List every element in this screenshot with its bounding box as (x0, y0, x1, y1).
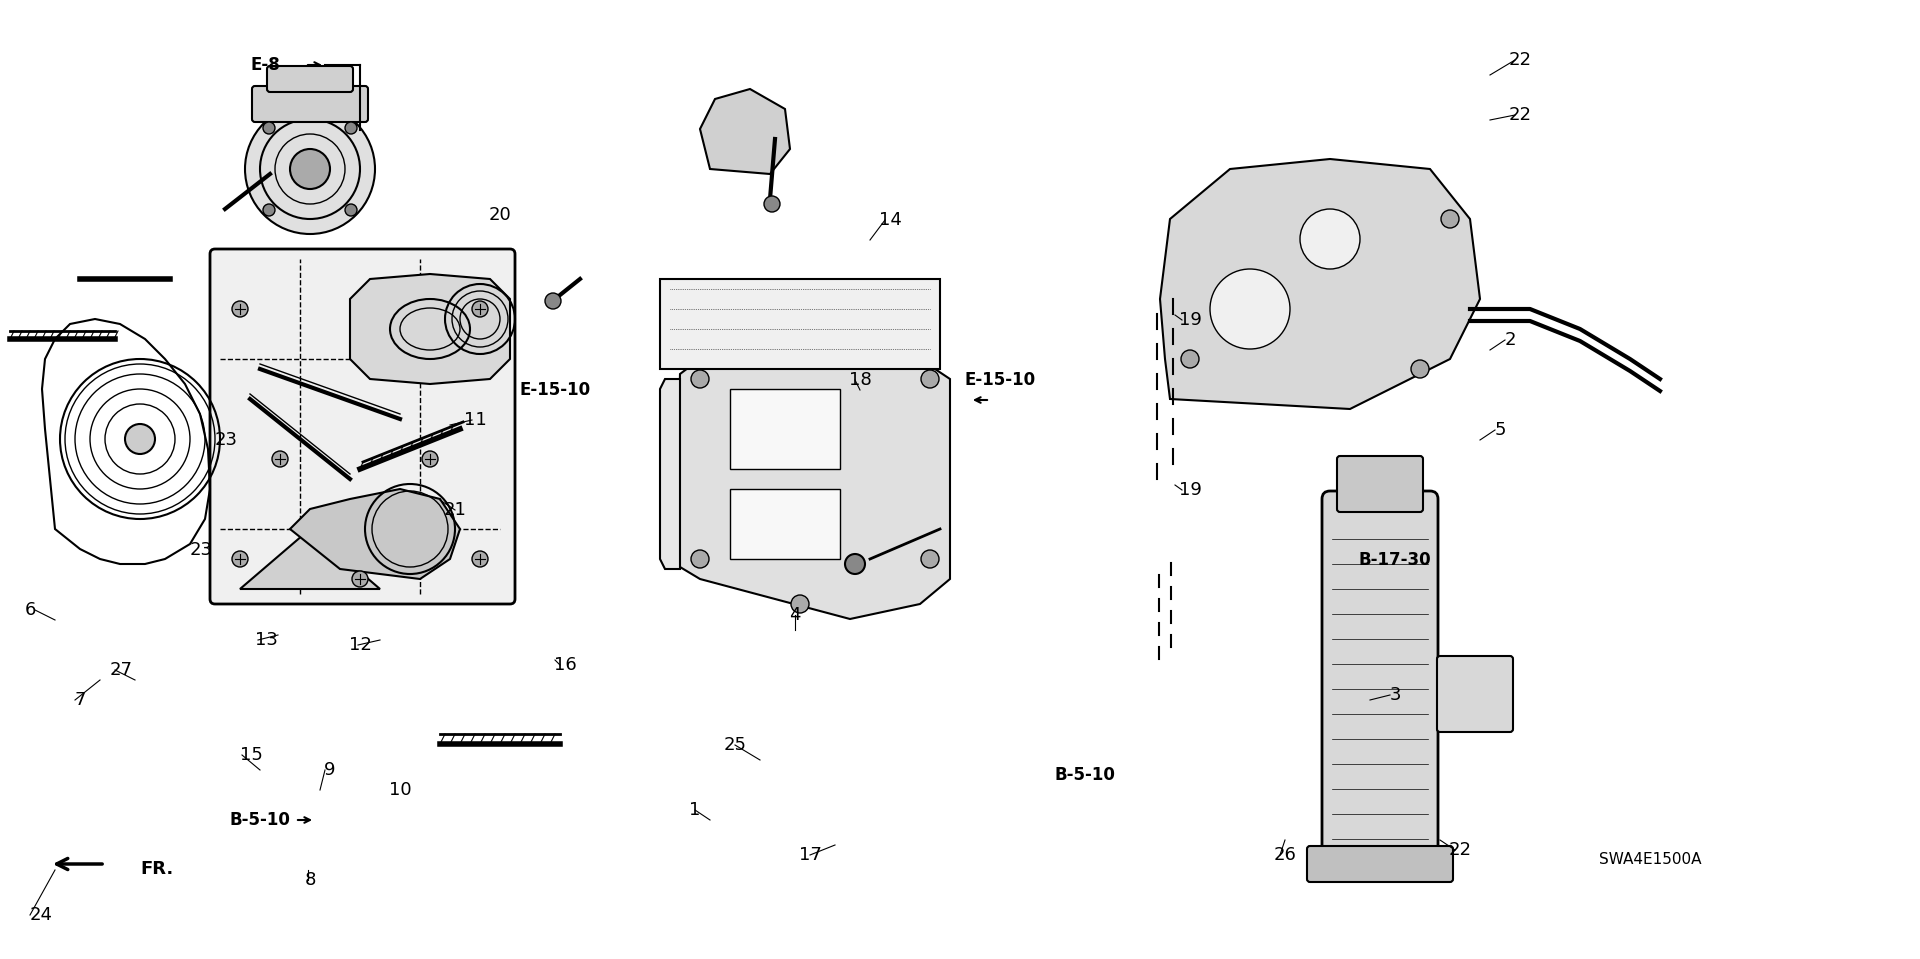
Circle shape (125, 424, 156, 454)
Text: 21: 21 (444, 501, 467, 519)
Circle shape (472, 301, 488, 317)
Text: 22: 22 (1509, 106, 1532, 124)
Circle shape (922, 550, 939, 568)
Text: 6: 6 (25, 601, 36, 619)
Text: 17: 17 (799, 846, 822, 864)
Text: 14: 14 (879, 211, 900, 229)
Text: 4: 4 (789, 606, 801, 624)
Circle shape (232, 301, 248, 317)
Text: 20: 20 (488, 206, 511, 224)
FancyArrowPatch shape (58, 858, 102, 870)
Text: 18: 18 (849, 371, 872, 389)
Circle shape (351, 571, 369, 587)
FancyBboxPatch shape (1323, 491, 1438, 867)
Text: 13: 13 (255, 631, 278, 649)
Polygon shape (676, 349, 950, 619)
FancyBboxPatch shape (209, 249, 515, 604)
Polygon shape (209, 249, 511, 604)
Text: B-5-10: B-5-10 (230, 811, 290, 829)
Circle shape (691, 550, 708, 568)
Text: 10: 10 (388, 781, 411, 799)
Polygon shape (1160, 159, 1480, 409)
Polygon shape (660, 279, 941, 369)
Polygon shape (730, 389, 841, 469)
Text: 27: 27 (109, 661, 132, 679)
Text: 9: 9 (324, 761, 336, 779)
Circle shape (791, 595, 808, 613)
Polygon shape (290, 489, 461, 579)
FancyBboxPatch shape (1308, 846, 1453, 882)
Circle shape (263, 122, 275, 134)
Circle shape (691, 370, 708, 388)
Text: 19: 19 (1179, 481, 1202, 499)
Polygon shape (730, 489, 841, 559)
Text: E-15-10: E-15-10 (520, 381, 591, 399)
Text: E-8: E-8 (250, 56, 280, 74)
Text: 8: 8 (303, 871, 315, 889)
Polygon shape (349, 274, 511, 384)
Text: 25: 25 (724, 736, 747, 754)
Text: 2: 2 (1503, 331, 1515, 349)
Polygon shape (240, 529, 380, 589)
Circle shape (472, 551, 488, 567)
Text: B-17-30: B-17-30 (1359, 551, 1430, 569)
Text: 11: 11 (463, 411, 486, 429)
FancyBboxPatch shape (1436, 656, 1513, 732)
Circle shape (764, 196, 780, 212)
Text: 16: 16 (553, 656, 576, 674)
Circle shape (246, 104, 374, 234)
FancyBboxPatch shape (252, 86, 369, 122)
Circle shape (1442, 210, 1459, 228)
Circle shape (1411, 360, 1428, 378)
Circle shape (346, 204, 357, 216)
Text: 22: 22 (1448, 841, 1471, 859)
Text: FR.: FR. (140, 860, 173, 878)
Text: 26: 26 (1273, 846, 1296, 864)
Text: 7: 7 (75, 691, 86, 709)
Polygon shape (660, 379, 680, 569)
FancyBboxPatch shape (267, 66, 353, 92)
Circle shape (273, 451, 288, 467)
Circle shape (922, 370, 939, 388)
Circle shape (845, 554, 866, 574)
Circle shape (290, 149, 330, 189)
Text: 24: 24 (31, 906, 54, 924)
Circle shape (1300, 209, 1359, 269)
Text: 23: 23 (215, 431, 238, 449)
Text: SWA4E1500A: SWA4E1500A (1599, 852, 1701, 867)
FancyBboxPatch shape (1336, 456, 1423, 512)
Circle shape (263, 204, 275, 216)
Text: B-5-10: B-5-10 (1054, 766, 1116, 784)
Text: 5: 5 (1494, 421, 1505, 439)
Circle shape (1210, 269, 1290, 349)
Text: 23: 23 (190, 541, 213, 559)
Text: 15: 15 (240, 746, 263, 764)
Text: 1: 1 (689, 801, 701, 819)
Polygon shape (701, 89, 789, 174)
Circle shape (232, 551, 248, 567)
Text: 22: 22 (1509, 51, 1532, 69)
Text: 12: 12 (349, 636, 371, 654)
Circle shape (346, 122, 357, 134)
Text: 3: 3 (1390, 686, 1402, 704)
Text: 19: 19 (1179, 311, 1202, 329)
Circle shape (422, 451, 438, 467)
Text: E-15-10: E-15-10 (964, 371, 1035, 389)
Circle shape (545, 293, 561, 309)
Circle shape (1181, 350, 1198, 368)
